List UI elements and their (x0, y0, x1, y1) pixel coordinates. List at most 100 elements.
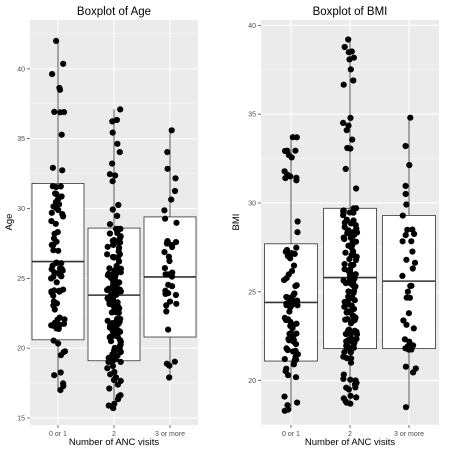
bmi-data-point (402, 190, 409, 198)
age-data-point (48, 266, 55, 273)
age-data-point (114, 140, 121, 147)
bmi-data-point (340, 277, 347, 284)
age-data-point (110, 241, 117, 248)
age-data-point (173, 300, 180, 307)
bmi-data-point (346, 209, 353, 216)
bmi-data-point (287, 255, 294, 262)
age-y-tick-label: 25 (17, 276, 25, 283)
bmi-data-point (353, 185, 360, 192)
age-data-point (56, 314, 63, 321)
bmi-data-point (405, 310, 412, 317)
bmi-data-point (409, 226, 416, 233)
age-data-point (117, 106, 124, 113)
bmi-x-tick-label: 3 or more (394, 431, 424, 438)
bmi-data-point (347, 270, 354, 277)
bmi-data-point (342, 330, 349, 338)
bmi-data-point (284, 147, 291, 154)
age-data-point (114, 281, 121, 288)
age-data-point (60, 213, 67, 220)
bmi-data-point (402, 182, 409, 189)
age-data-point (105, 285, 112, 292)
bmi-data-point (406, 162, 413, 169)
age-data-point (106, 265, 113, 272)
bmi-y-tick-label: 25 (248, 289, 256, 296)
age-data-point (56, 86, 64, 93)
age-data-point (111, 308, 118, 315)
age-data-point (57, 183, 64, 190)
bmi-data-point (408, 238, 415, 245)
age-data-point (115, 393, 122, 400)
bmi-data-point (341, 261, 348, 268)
bmi-y-tick-label: 20 (248, 378, 256, 385)
age-data-point (173, 219, 180, 226)
bmi-data-point (351, 287, 358, 294)
age-y-ticks: 15 20 25 30 35 40 (17, 66, 30, 423)
age-data-point (104, 251, 111, 258)
age-data-point (50, 322, 57, 329)
age-data-point (104, 295, 111, 302)
bmi-data-point (348, 244, 355, 251)
age-data-point (52, 190, 59, 197)
age-data-point (115, 288, 122, 295)
bmi-data-point (347, 359, 355, 366)
age-data-point (50, 337, 57, 344)
age-data-point (53, 184, 60, 191)
age-data-point (109, 206, 116, 213)
bmi-data-point (283, 365, 290, 372)
bmi-data-point (404, 226, 411, 233)
bmi-y-tick-label: 40 (248, 23, 256, 30)
bmi-data-point (345, 36, 352, 43)
bmi-data-point (281, 356, 288, 363)
age-data-point (49, 164, 57, 171)
bmi-data-point (351, 327, 358, 334)
bmi-data-point (344, 308, 351, 315)
bmi-data-point (343, 355, 350, 362)
age-data-point (53, 259, 60, 266)
age-data-point (161, 207, 168, 214)
bmi-data-point (347, 66, 354, 73)
age-data-point (109, 129, 116, 136)
bmi-data-point (293, 244, 300, 251)
bmi-data-point (409, 248, 416, 255)
age-x-tick-label: 2 (112, 431, 116, 438)
bmi-data-point (290, 361, 297, 368)
age-y-axis-title: Age (4, 214, 15, 231)
bmi-data-point (292, 354, 299, 361)
bmi-data-point (350, 77, 357, 84)
bmi-data-point (406, 294, 413, 301)
bmi-data-point (343, 342, 350, 349)
bmi-data-point (410, 325, 417, 332)
age-data-point (109, 178, 116, 185)
age-data-point (164, 271, 171, 278)
bmi-data-point (288, 154, 295, 161)
age-data-point (50, 235, 58, 242)
age-data-point (109, 362, 116, 370)
age-data-point (106, 385, 113, 392)
age-y-tick-label: 15 (17, 416, 25, 423)
bmi-data-point (340, 81, 347, 88)
bmi-data-point (294, 297, 301, 304)
bmi-data-point (293, 282, 300, 289)
bmi-data-point (348, 277, 355, 284)
age-y-tick-label: 20 (17, 346, 25, 353)
age-data-point (111, 400, 118, 407)
age-data-point (166, 298, 174, 305)
bmi-data-point (291, 290, 298, 297)
age-data-point (107, 274, 115, 281)
bmi-data-point (348, 302, 355, 309)
bmi-data-point (403, 321, 410, 328)
age-data-point (50, 298, 58, 305)
bmi-data-point (411, 259, 419, 266)
age-data-point (161, 265, 168, 272)
age-data-point (48, 209, 55, 216)
age-x-tick-label: 3 or more (155, 431, 185, 438)
bmi-data-point (289, 348, 297, 355)
bmi-data-point (340, 210, 347, 217)
bmi-data-point (288, 268, 296, 275)
age-data-point (171, 358, 178, 365)
bmi-data-point (283, 300, 290, 307)
age-data-point (168, 127, 175, 134)
bmi-data-point (285, 335, 292, 343)
bmi-x-axis-title: Number of ANC visits (305, 437, 396, 448)
